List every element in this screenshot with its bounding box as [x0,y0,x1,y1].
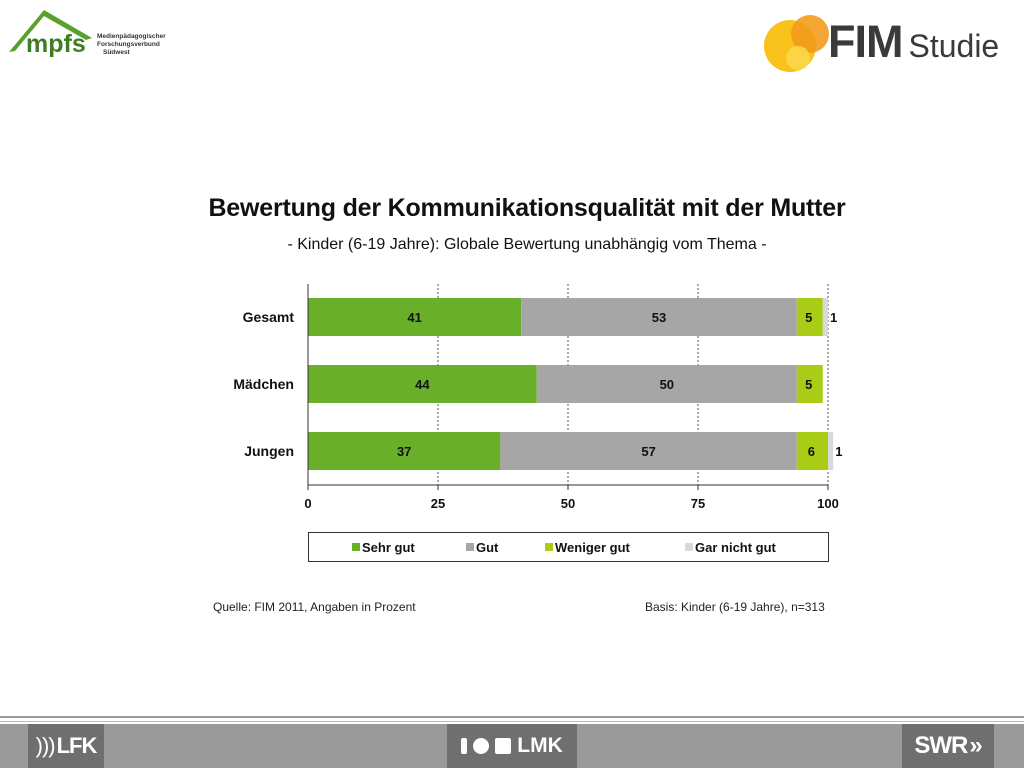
bar-segment [536,365,797,403]
mpfs-logo: mpfs [9,10,92,58]
footer-divider [0,716,1024,718]
legend-label: Sehr gut [362,540,415,555]
legend-swatch [545,543,553,551]
bar-segment [308,432,501,470]
lmk-logo-mark [461,738,468,754]
bar-segment [828,432,834,470]
bar-segment [822,298,828,336]
x-tick-label: 25 [431,496,445,511]
fim-logo-suffix: Studie [908,28,1000,64]
fim-logo-name: FIM [828,16,903,67]
lmk-logo-mark [495,738,512,754]
lfk-logo-text: LFK [56,733,98,758]
legend-swatch [466,543,474,551]
lmk-logo-mark [473,738,490,754]
data-label: 41 [407,310,421,325]
x-tick-label: 100 [817,496,839,511]
legend-swatch [685,543,693,551]
source-note: Quelle: FIM 2011, Angaben in Prozent [213,600,416,614]
mpfs-logo-text: mpfs [26,30,86,58]
bar-segment [500,432,797,470]
lmk-logo: LMK [447,724,577,768]
data-label: 50 [660,377,674,392]
category-label: Gesamt [243,309,295,325]
fim-logo-text: FIM Studie [828,16,999,72]
x-tick-label: 75 [691,496,705,511]
data-label: 6 [808,444,815,459]
data-label: 1 [835,444,842,459]
data-label: 5 [805,310,812,325]
legend-swatch [352,543,360,551]
mpfs-organization-name: Medienpädagogischer Forschungsverbund Sü… [97,33,166,57]
bar-segment [521,298,797,336]
swr-logo-text: SWR [914,732,968,759]
data-label: 5 [805,377,812,392]
data-label: 37 [397,444,411,459]
footer-divider [0,721,1024,722]
bar-segment [796,298,823,336]
data-label: 53 [652,310,666,325]
chart-subtitle: - Kinder (6-19 Jahre): Globale Bewertung… [287,236,767,253]
fim-logo-mark [764,15,829,72]
mpfs-org-line: Südwest [103,49,130,56]
data-label: 57 [641,444,655,459]
data-label: 44 [415,377,430,392]
legend-label: Gar nicht gut [695,540,777,555]
bar-segment [308,298,522,336]
x-tick-label: 50 [561,496,575,511]
footer-bar: ))) LFK LMK SWR» [0,724,1024,768]
mpfs-org-line: Forschungsverbund [97,41,160,48]
mpfs-org-line: Medienpädagogischer [97,33,166,40]
lfk-logo-mark: ))) [35,733,56,758]
x-tick-label: 0 [304,496,311,511]
category-label: Jungen [244,443,294,459]
basis-note: Basis: Kinder (6-19 Jahre), n=313 [645,600,825,614]
bar-segment [796,432,828,470]
lmk-logo-text: LMK [517,734,563,757]
swr-logo-mark: » [969,732,982,759]
category-label: Mädchen [233,376,294,392]
chart-title: Bewertung der Kommunikationsqualität mit… [208,194,846,222]
data-label: 1 [830,310,837,325]
bar-segment [308,365,537,403]
legend-label: Gut [476,540,499,555]
bar-segment [796,365,823,403]
swr-logo: SWR» [902,724,994,768]
legend-label: Weniger gut [555,540,631,555]
lfk-logo: ))) LFK [28,724,104,768]
legend-box [308,532,829,562]
